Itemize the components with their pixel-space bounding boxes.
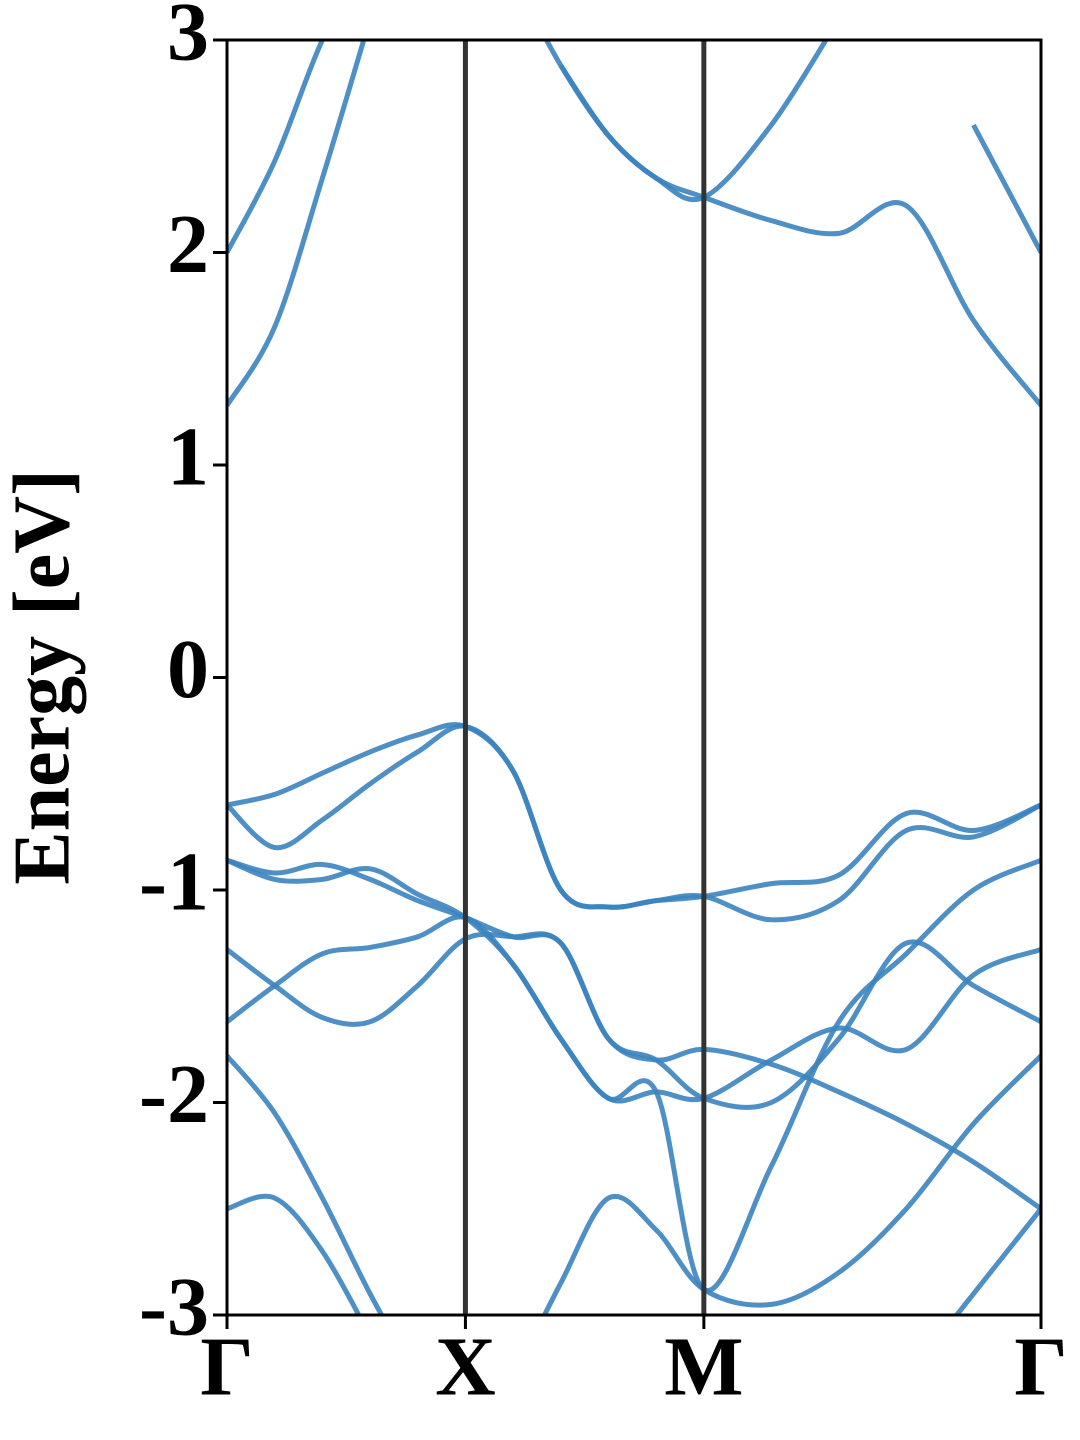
- band-line: [227, 722, 1041, 910]
- x-tick-label: X: [435, 1320, 496, 1413]
- plot-frame: [225, 38, 1043, 1317]
- x-tick-label: M: [664, 1320, 743, 1413]
- band-line: [227, 857, 1041, 1294]
- y-tick-label: 0: [167, 623, 209, 716]
- y-tick-label: -1: [139, 835, 209, 928]
- band-line: [227, 1054, 1041, 1315]
- x-tick-label: Γ: [1014, 1320, 1067, 1413]
- band-line: [227, 857, 1041, 1211]
- y-tick-label: 1: [167, 410, 209, 503]
- y-tick-label: 2: [167, 198, 209, 291]
- band-line: [227, 723, 1041, 923]
- band-line: [227, 40, 1041, 254]
- y-axis-label: Energy [eV]: [0, 469, 86, 884]
- y-tick-label: -2: [139, 1048, 209, 1141]
- y-tick-label: 3: [167, 0, 209, 78]
- band-line: [227, 857, 1041, 1104]
- band-line: [227, 1193, 1041, 1315]
- plot-area: [227, 40, 1041, 1315]
- band-line: [227, 40, 1041, 408]
- y-tick-label: -3: [139, 1260, 209, 1353]
- band-line: [227, 931, 1041, 1110]
- x-tick-label: Γ: [200, 1320, 253, 1413]
